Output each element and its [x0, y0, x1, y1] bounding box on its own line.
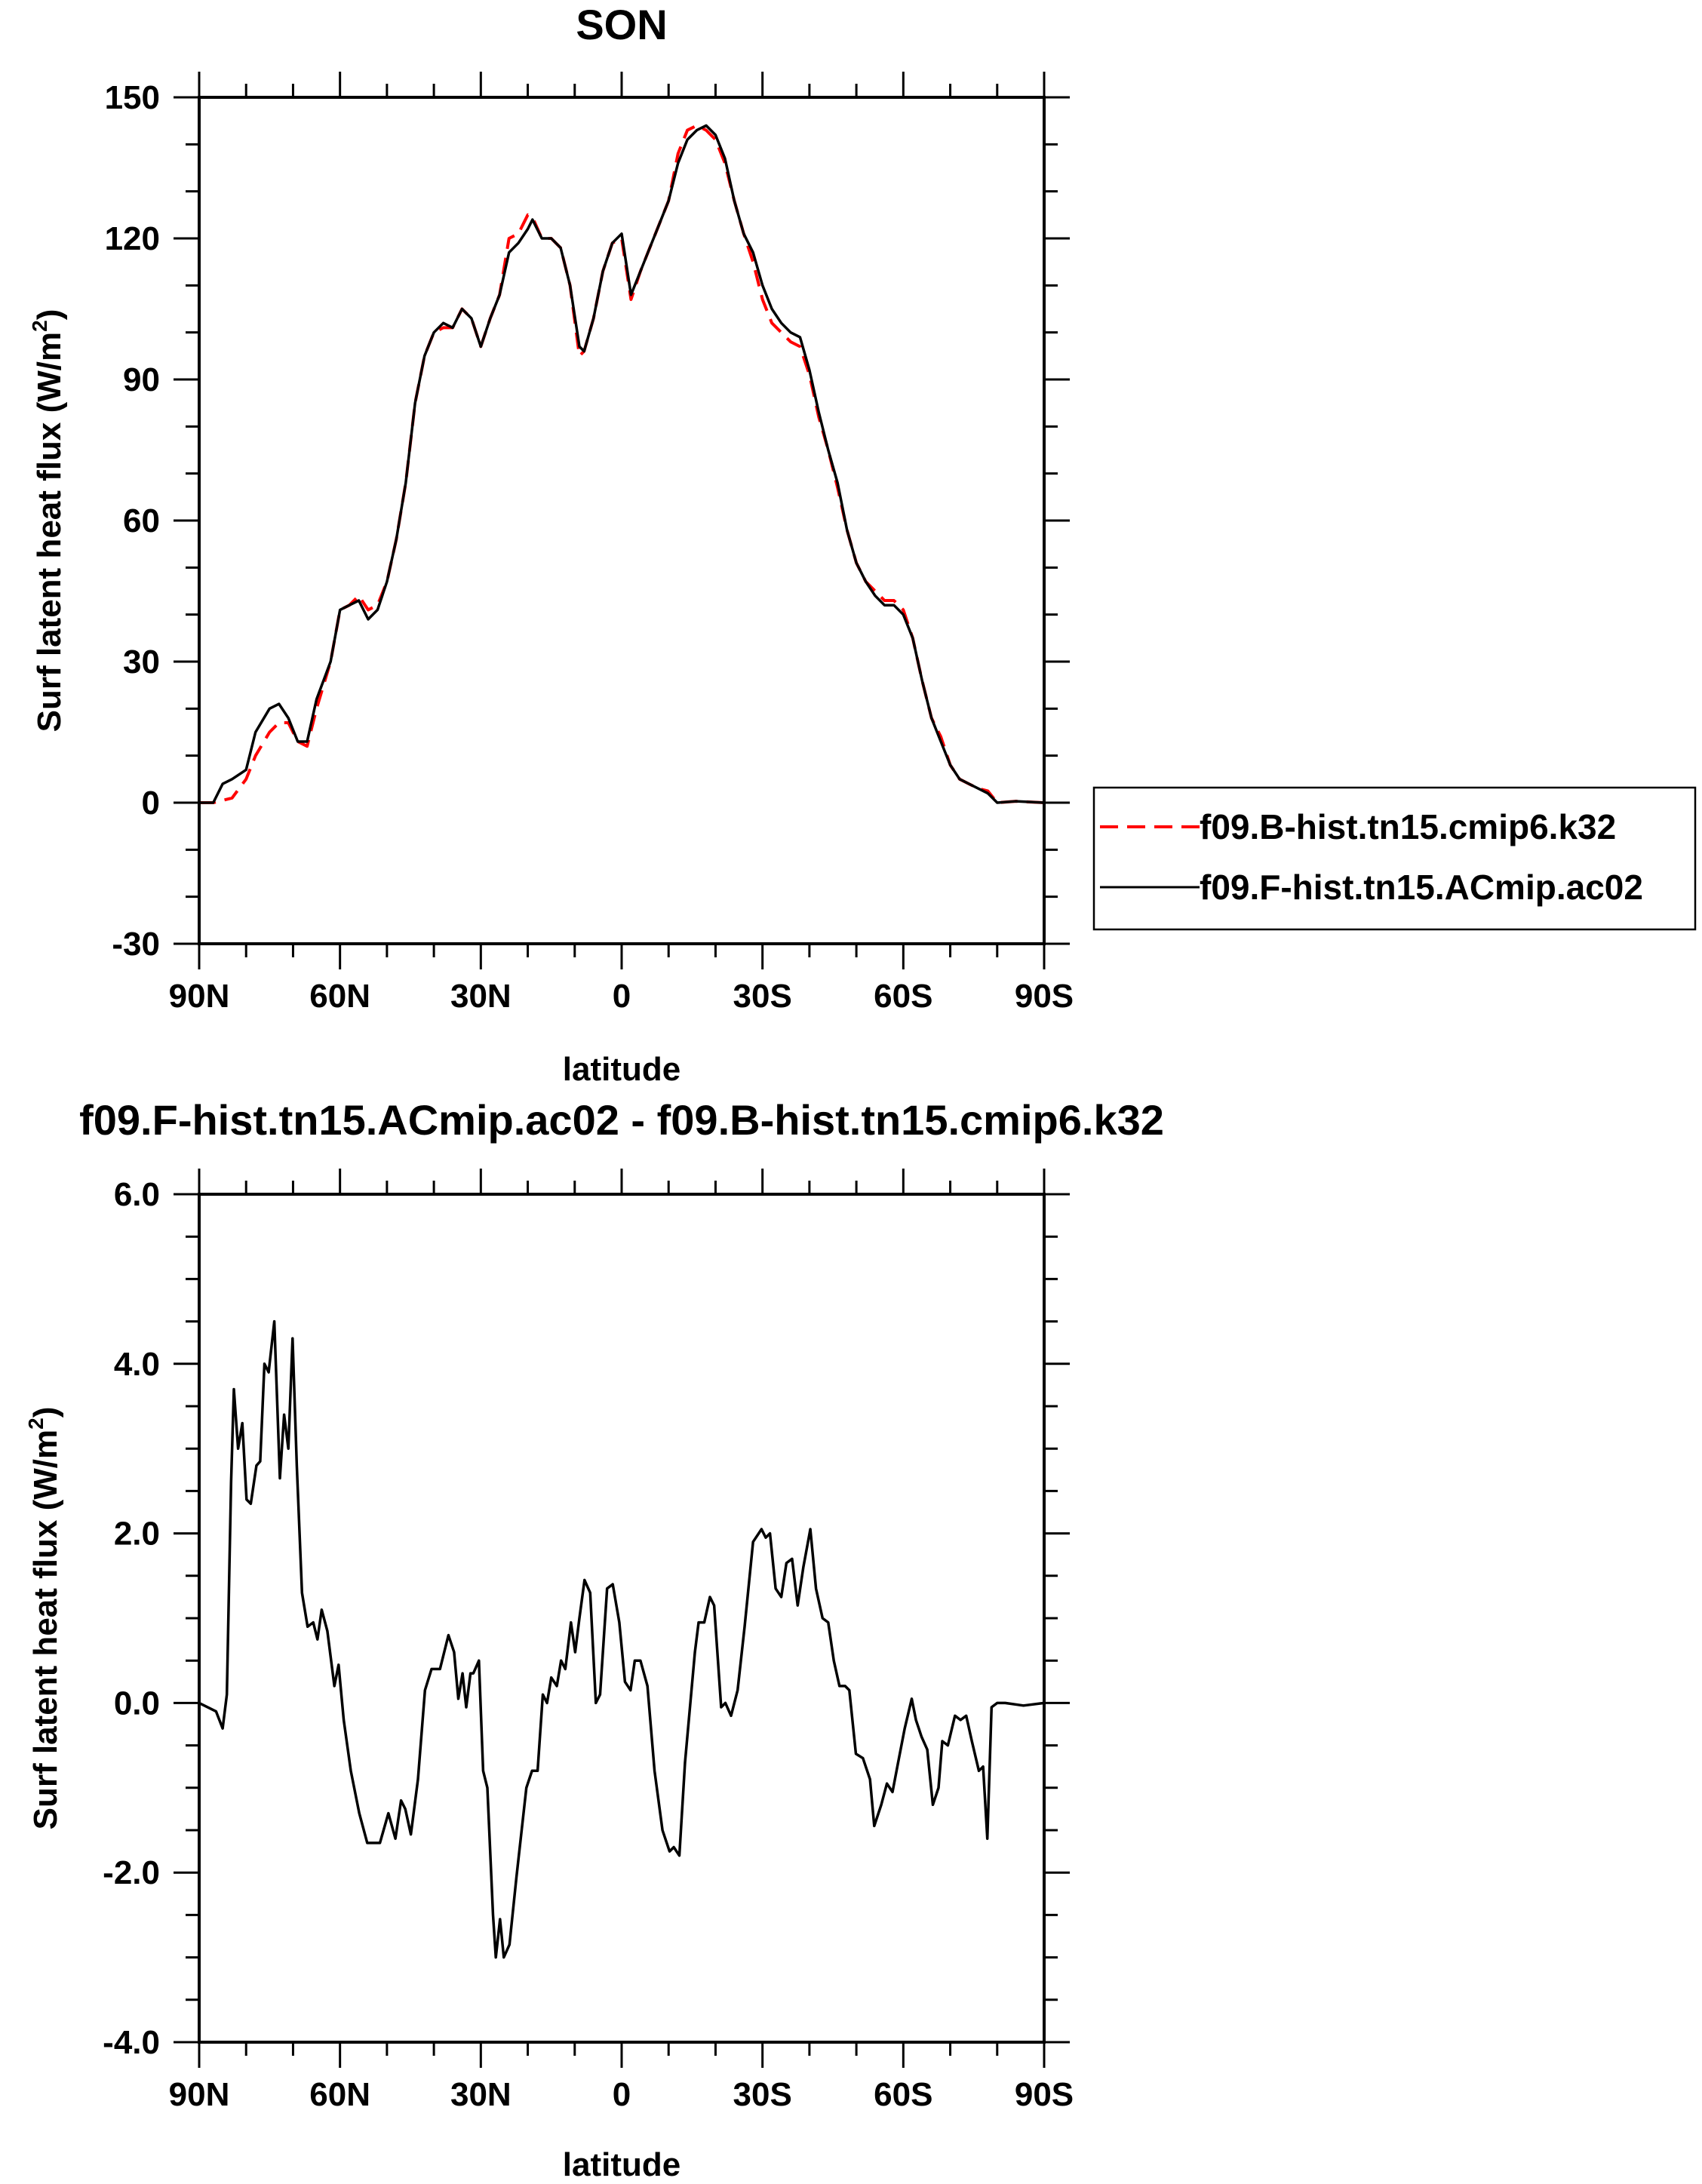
series-lines — [198, 1319, 1045, 1959]
y-axis-label-close: ) — [27, 1407, 64, 1418]
y-axis-label: Surf latent heat flux (W/m2) — [24, 1407, 64, 1830]
y-tick-label: 60 — [123, 502, 160, 539]
y-tick-label: -30 — [112, 926, 160, 963]
x-tick-label: 30N — [450, 978, 512, 1015]
y-tick-labels: -30 0 30 60 90 120 150 — [105, 79, 160, 963]
plot-frame — [198, 1193, 1046, 2044]
series-line-f09-f-hist-tn15-acmip-ac02 — [199, 124, 1045, 804]
y-tick-label: 2.0 — [114, 1516, 160, 1553]
x-tick-labels: 90N 60N 30N 0 30S 60S 90S — [169, 2076, 1074, 2113]
y-tick-label: 150 — [105, 79, 160, 116]
x-tick-label: 60S — [874, 978, 932, 1015]
y-tick-labels: -4.0 -2.0 0.0 2.0 4.0 6.0 — [103, 1176, 160, 2061]
y-tick-label: 0.0 — [114, 1685, 160, 1722]
axis-ticks — [174, 1169, 1070, 2068]
y-axis-label-text: Surf latent heat flux (W/m — [27, 1430, 64, 1829]
son-panel: SON latitude Surf latent heat flux (W/m2… — [28, 1, 1074, 1088]
series-line-f09-b-hist-tn15-cmip6-k32 — [199, 124, 1045, 804]
x-tick-label: 30S — [733, 2076, 792, 2113]
chart-title: SON — [576, 1, 667, 48]
legend-box — [1092, 786, 1697, 931]
y-axis-label-sup: 2 — [28, 320, 51, 332]
x-tick-label: 30N — [450, 2076, 512, 2113]
x-tick-label: 60N — [309, 2076, 370, 2113]
legend-label-b-hist: f09.B-hist.tn15.cmip6.k32 — [1200, 807, 1616, 846]
y-tick-label: -2.0 — [103, 1854, 160, 1891]
x-tick-label: 90S — [1015, 2076, 1074, 2113]
series-line-difference — [198, 1319, 1045, 1959]
y-tick-label: -4.0 — [103, 2024, 160, 2061]
legend-label-f-hist: f09.F-hist.tn15.ACmip.ac02 — [1200, 868, 1643, 907]
x-tick-label: 60N — [309, 978, 370, 1015]
y-tick-label: 4.0 — [114, 1346, 160, 1383]
x-tick-label: 60S — [874, 2076, 932, 2113]
y-tick-label: 90 — [123, 361, 160, 398]
y-tick-label: 0 — [142, 785, 160, 822]
x-axis-label: latitude — [563, 1051, 680, 1088]
y-axis-label-sup: 2 — [24, 1418, 48, 1430]
x-tick-label: 90N — [169, 978, 230, 1015]
y-tick-label: 30 — [123, 644, 160, 680]
y-axis-label-close: ) — [31, 309, 68, 321]
difference-panel: f09.F-hist.tn15.ACmip.ac02 - f09.B-hist.… — [24, 1096, 1164, 2183]
y-tick-label: 6.0 — [114, 1176, 160, 1213]
x-tick-label: 30S — [733, 978, 792, 1015]
x-tick-label: 0 — [613, 978, 631, 1015]
y-axis-label-text: Surf latent heat flux (W/m — [31, 332, 68, 732]
y-tick-label: 120 — [105, 220, 160, 257]
series-lines — [199, 124, 1045, 804]
legend: f09.B-hist.tn15.cmip6.k32 f09.F-hist.tn1… — [1092, 786, 1697, 931]
x-axis-label: latitude — [563, 2146, 680, 2183]
chart-title: f09.F-hist.tn15.ACmip.ac02 - f09.B-hist.… — [79, 1096, 1164, 1144]
x-tick-label: 90N — [169, 2076, 230, 2113]
x-tick-label: 90S — [1015, 978, 1074, 1015]
axis-ticks — [174, 72, 1070, 969]
x-tick-labels: 90N 60N 30N 0 30S 60S 90S — [169, 978, 1074, 1015]
y-axis-label: Surf latent heat flux (W/m2) — [28, 309, 68, 733]
plot-frame — [198, 96, 1046, 945]
x-tick-label: 0 — [613, 2076, 631, 2113]
